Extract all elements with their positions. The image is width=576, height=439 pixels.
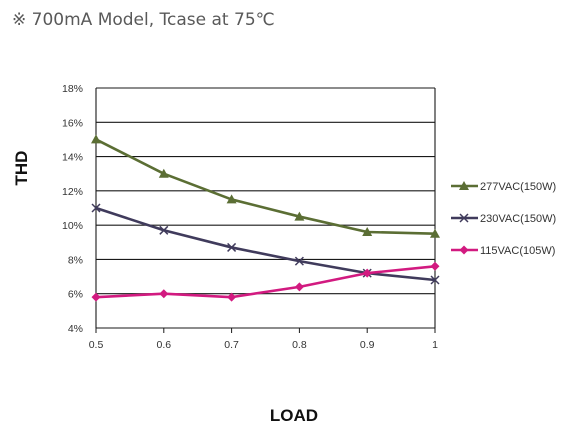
- data-point-230vac-150w: [91, 203, 101, 213]
- y-tick-label: 6%: [68, 289, 83, 301]
- legend-label: 230VAC(150W): [480, 213, 556, 225]
- y-tick-label: 4%: [68, 323, 83, 335]
- y-tick-label: 16%: [62, 117, 83, 129]
- y-tick-label: 8%: [68, 254, 83, 266]
- x-marker-stroke: [91, 203, 101, 213]
- y-axis-label: THD: [12, 151, 31, 186]
- y-tick-label: 14%: [62, 152, 83, 164]
- legend-marker-icon: [459, 181, 469, 190]
- x-marker-stroke: [294, 256, 304, 266]
- data-point-277vac-150w: [226, 194, 237, 204]
- legend-item-277vac-150w: 277VAC(150W): [451, 181, 556, 193]
- legend-label: 115VAC(105W): [480, 245, 555, 257]
- data-point-115vac-105w: [91, 292, 101, 302]
- x-marker-stroke: [459, 213, 469, 223]
- x-marker-stroke: [430, 275, 440, 285]
- legend-marker-icon: [459, 245, 469, 255]
- data-series: [91, 134, 440, 302]
- x-tick-label: 0.9: [360, 339, 375, 351]
- data-point-277vac-150w: [158, 168, 169, 178]
- data-point-277vac-150w: [430, 228, 440, 238]
- x-axis-label: LOAD: [270, 406, 318, 425]
- data-point-230vac-150w: [294, 256, 304, 266]
- x-tick-label: 1: [432, 339, 438, 351]
- x-marker-stroke: [159, 225, 169, 235]
- x-tick-label: 0.6: [156, 339, 171, 351]
- x-marker-stroke: [227, 242, 237, 252]
- data-point-115vac-105w: [227, 292, 237, 302]
- data-point-277vac-150w: [294, 211, 305, 221]
- data-point-230vac-150w: [430, 275, 440, 285]
- data-point-115vac-105w: [430, 261, 440, 271]
- y-tick-label: 10%: [62, 220, 83, 232]
- x-tick-labels: 0.5 0.6 0.7 0.8 0.9 1: [89, 339, 438, 351]
- x-tick-label: 0.5: [89, 339, 104, 351]
- data-point-230vac-150w: [227, 242, 237, 252]
- legend-item-115vac-105w: 115VAC(105W): [451, 245, 555, 257]
- legend: 277VAC(150W) 230VAC(150W) 115VAC(105W): [451, 181, 556, 257]
- plot-axes: [95, 88, 436, 333]
- data-point-230vac-150w: [159, 225, 169, 235]
- series-line-230vac-150w: [95, 206, 436, 282]
- legend-label: 277VAC(150W): [480, 181, 556, 193]
- series-line-277vac-150w: [95, 138, 436, 236]
- y-tick-labels: 4% 6% 8% 10% 12% 14% 16% 18%: [62, 83, 83, 335]
- series-line-115vac-105w: [95, 264, 436, 299]
- legend-item-230vac-150w: 230VAC(150W): [451, 213, 556, 225]
- legend-marker-icon: [459, 213, 469, 223]
- chart-title: ※ 700mA Model, Tcase at 75℃: [12, 10, 275, 30]
- data-point-115vac-105w: [294, 282, 304, 292]
- data-point-277vac-150w: [91, 134, 101, 144]
- data-point-277vac-150w: [362, 227, 373, 236]
- y-tick-label: 12%: [62, 186, 83, 198]
- data-point-115vac-105w: [159, 289, 169, 299]
- x-tick-label: 0.8: [292, 339, 307, 351]
- y-tick-label: 18%: [62, 83, 83, 95]
- x-tick-label: 0.7: [224, 339, 239, 351]
- data-point-115vac-105w: [362, 268, 372, 278]
